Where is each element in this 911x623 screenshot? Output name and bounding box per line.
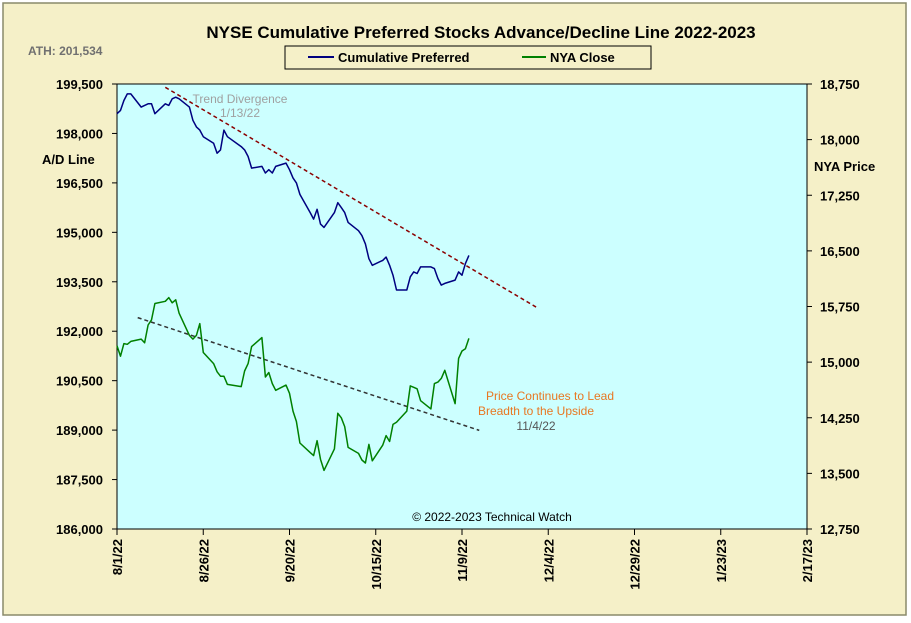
right-axis-tick-label: 18,000	[820, 133, 860, 148]
left-axis-tick-label: 186,000	[56, 522, 103, 537]
x-axis-tick-label: 8/26/22	[196, 539, 211, 582]
annotation-trend-divergence-line2: 1/13/22	[220, 106, 260, 120]
copyright-credit: © 2022-2023 Technical Watch	[412, 510, 572, 524]
annotation-price-leads-date: 11/4/22	[516, 419, 555, 433]
legend-label-nya-close: NYA Close	[550, 50, 615, 65]
left-axis-tick-label: 196,500	[56, 176, 103, 191]
right-axis-tick-label: 15,000	[820, 355, 860, 370]
x-axis-tick-label: 9/20/22	[283, 539, 298, 582]
ad-line-trendline	[164, 86, 539, 309]
right-axis-tick-label: 16,500	[820, 244, 860, 259]
right-axis-tick-label: 18,750	[820, 77, 860, 92]
axes: 199,500 198,000 196,500 195,000 193,500 192,0…	[56, 77, 860, 590]
ath-label: ATH: 201,534	[28, 44, 103, 58]
right-axis-title: NYA Price	[814, 159, 875, 174]
left-axis-tick-label: 189,000	[56, 423, 103, 438]
left-axis-title: A/D Line	[42, 152, 95, 167]
legend-label-cumulative-preferred: Cumulative Preferred	[338, 50, 470, 65]
right-axis-tick-label: 14,250	[820, 411, 860, 426]
x-axis-tick-label: 8/1/22	[110, 539, 125, 575]
legend: Cumulative Preferred NYA Close	[284, 45, 652, 70]
right-axis-tick-label: 17,250	[820, 188, 860, 203]
right-axis-tick-label: 12,750	[820, 522, 860, 537]
left-axis-tick-label: 192,000	[56, 324, 103, 339]
x-axis-tick-label: 2/17/23	[800, 539, 815, 582]
plot-area	[116, 83, 808, 530]
series-line-nya-close	[116, 296, 470, 472]
annotation-price-leads-line2: Breadth to the Upside	[478, 404, 594, 418]
legend-box	[284, 45, 652, 70]
left-axis-tick-label: 193,500	[56, 275, 103, 290]
annotation-trend-divergence-line1: Trend Divergence	[193, 92, 288, 106]
right-axis-tick-label: 15,750	[820, 300, 860, 315]
x-axis-tick-label: 11/9/22	[455, 539, 470, 582]
series-line-cumulative-preferred	[116, 93, 470, 291]
left-axis-tick-label: 187,500	[56, 473, 103, 488]
left-axis-tick-label: 195,000	[56, 225, 103, 240]
right-axis-tick-label: 13,500	[820, 466, 860, 481]
annotation-price-leads: Price Continues to Lead Breadth to the U…	[478, 389, 614, 433]
x-axis-tick-label: 12/29/22	[628, 539, 643, 590]
chart-title: NYSE Cumulative Preferred Stocks Advance…	[206, 23, 755, 42]
x-axis-tick-label: 1/23/23	[714, 539, 729, 582]
series-lines	[116, 93, 470, 472]
x-axis-tick-label: 12/4/22	[541, 539, 556, 582]
left-axis-tick-label: 190,500	[56, 374, 103, 389]
left-axis-tick-label: 199,500	[56, 77, 103, 92]
left-axis-tick-label: 198,000	[56, 126, 103, 141]
annotation-price-leads-line1: Price Continues to Lead	[486, 389, 614, 403]
annotation-trend-divergence: Trend Divergence 1/13/22	[193, 92, 288, 120]
x-axis-tick-label: 10/15/22	[369, 539, 384, 590]
